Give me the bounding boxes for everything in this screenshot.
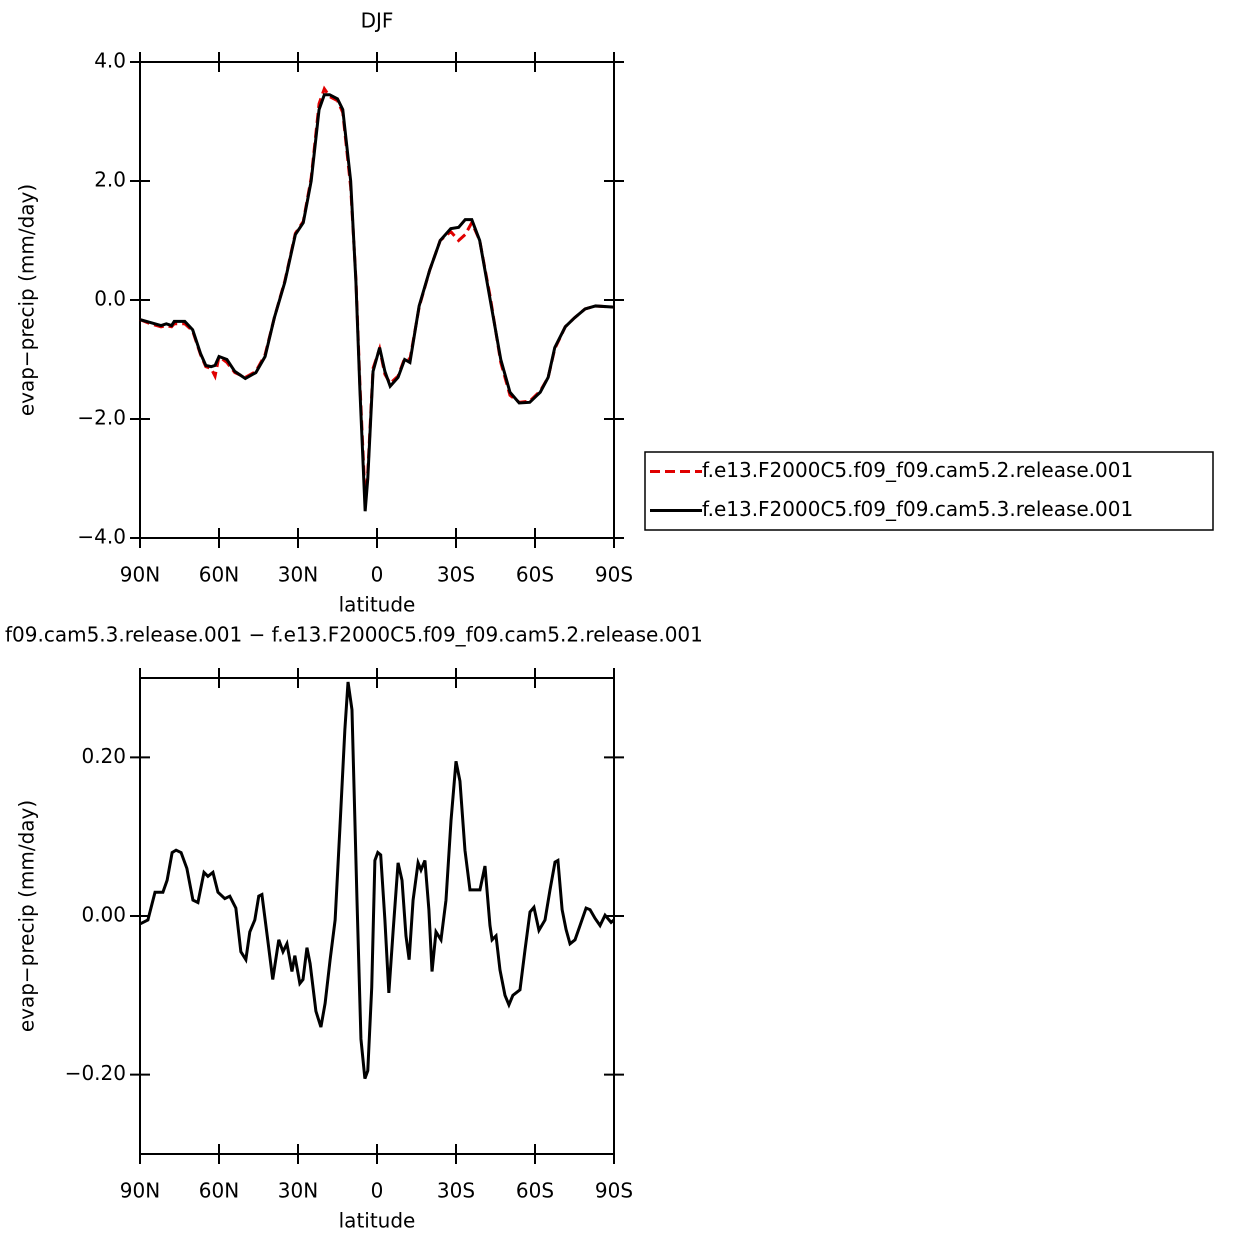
x-tick-label: 60S [516,563,554,587]
y-tick-label: −2.0 [77,406,126,430]
plot-frame [139,677,615,1155]
chart-title: f09.cam5.3.release.001 − f.e13.F2000C5.f… [5,623,703,647]
data-line [139,93,615,512]
y-tick-label: −0.20 [65,1061,126,1085]
y-tick-label: 0.00 [81,903,126,927]
x-axis-label: latitude [339,1209,416,1233]
x-tick-label: 60N [199,1179,239,1203]
x-tick-label: 90N [120,563,160,587]
y-tick-label: 0.20 [81,744,126,768]
legend-box [644,451,1214,531]
data-line [139,85,615,500]
x-tick-label: 30S [437,563,475,587]
y-tick-label: 2.0 [94,168,126,192]
x-tick-label: 90S [595,563,633,587]
x-tick-label: 60S [516,1179,554,1203]
y-tick-label: −4.0 [77,525,126,549]
legend-label: f.e13.F2000C5.f09_f09.cam5.3.release.001 [702,497,1133,521]
y-axis-label: evap−precip (mm/day) [15,800,39,1032]
x-tick-label: 0 [371,563,384,587]
legend-label: f.e13.F2000C5.f09_f09.cam5.2.release.001 [702,458,1133,482]
x-tick-label: 90N [120,1179,160,1203]
y-axis-label: evap−precip (mm/day) [15,184,39,416]
x-axis-label: latitude [339,593,416,617]
x-tick-label: 0 [371,1179,384,1203]
y-tick-label: 4.0 [94,49,126,73]
x-tick-label: 30N [278,563,318,587]
x-tick-label: 30N [278,1179,318,1203]
x-tick-label: 90S [595,1179,633,1203]
plot-frame [139,61,615,539]
x-tick-label: 60N [199,563,239,587]
x-tick-label: 30S [437,1179,475,1203]
chart-title: DJF [361,9,394,33]
data-line [139,681,615,1080]
y-tick-label: 0.0 [94,287,126,311]
